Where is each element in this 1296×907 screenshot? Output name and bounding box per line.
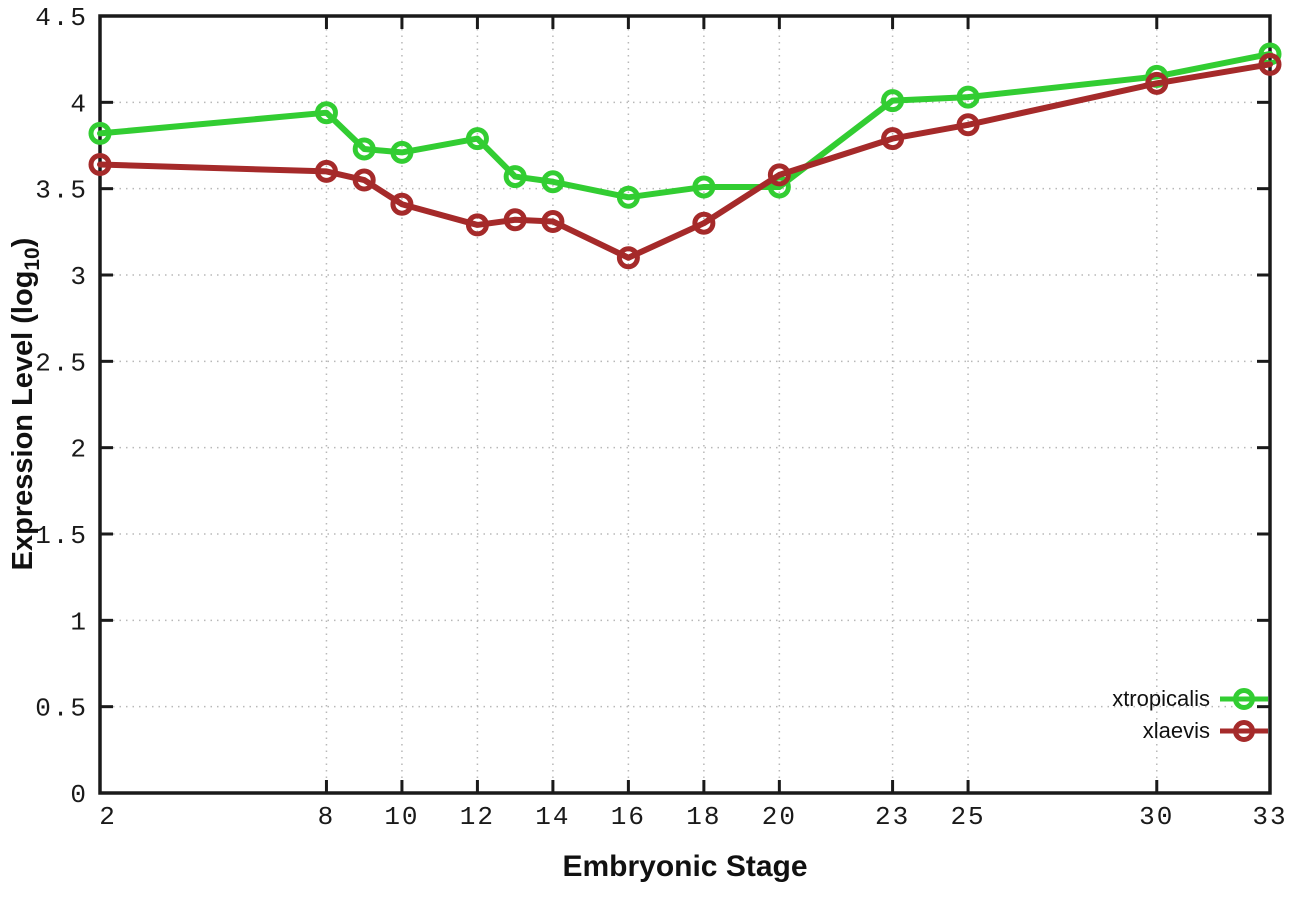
legend: xtropicalis xlaevis xyxy=(1112,684,1270,746)
y-axis-title: Expression Level (log10) xyxy=(7,238,45,571)
y-tick-label: 0.5 xyxy=(35,694,88,724)
x-tick-label: 30 xyxy=(1139,802,1174,832)
data-point-xlaevis xyxy=(390,192,414,216)
y-tick-label: 2.5 xyxy=(35,348,88,378)
line-point-marker-icon xyxy=(1220,720,1268,742)
y-tick-label: 1.5 xyxy=(35,521,88,551)
y-axis-title-text: Expression Level (log xyxy=(7,270,40,571)
data-point-xtropicalis xyxy=(541,170,565,194)
legend-item-xlaevis: xlaevis xyxy=(1143,716,1270,746)
x-tick-label: 33 xyxy=(1252,802,1287,832)
series-line-xtropicalis xyxy=(97,50,1273,201)
y-tick-label: 2 xyxy=(70,435,88,465)
y-tick-label: 1 xyxy=(70,607,88,637)
data-point-xlaevis xyxy=(314,159,338,183)
legend-label: xtropicalis xyxy=(1112,686,1210,711)
data-point-xtropicalis xyxy=(881,89,905,113)
x-tick-label: 2 xyxy=(99,802,117,832)
y-axis-title-close: ) xyxy=(7,237,40,248)
legend-item-xtropicalis: xtropicalis xyxy=(1112,684,1270,714)
data-point-xlaevis xyxy=(465,213,489,237)
y-axis-title-subscript: 10 xyxy=(20,247,44,271)
x-tick-label: 14 xyxy=(535,802,570,832)
series-line-xlaevis xyxy=(97,61,1273,261)
x-axis-title: Embryonic Stage xyxy=(562,850,808,883)
y-tick-label: 4.5 xyxy=(35,3,88,33)
data-point-xtropicalis xyxy=(465,127,489,151)
data-point-xtropicalis xyxy=(956,85,980,109)
data-point-xlaevis xyxy=(767,163,791,187)
x-tick-label: 10 xyxy=(384,802,419,832)
data-point-xlaevis xyxy=(503,208,527,232)
x-tick-label: 23 xyxy=(875,802,910,832)
line-point-marker-icon xyxy=(1220,688,1268,710)
x-tick-label: 25 xyxy=(950,802,985,832)
data-point-xlaevis xyxy=(541,209,565,233)
data-point-xtropicalis xyxy=(692,175,716,199)
data-point-xlaevis xyxy=(88,152,112,176)
data-point-xtropicalis xyxy=(314,101,338,125)
y-tick-label: 3.5 xyxy=(35,176,88,206)
data-point-xtropicalis xyxy=(88,121,112,145)
plot-border xyxy=(98,14,1272,795)
x-tick-label: 20 xyxy=(762,802,797,832)
x-tick-label: 16 xyxy=(611,802,646,832)
legend-label: xlaevis xyxy=(1142,718,1210,743)
data-point-xtropicalis xyxy=(616,185,640,209)
data-point-xlaevis xyxy=(881,127,905,151)
data-point-xlaevis xyxy=(616,246,640,270)
x-tick-label: 8 xyxy=(318,802,336,832)
data-point-xlaevis xyxy=(1258,52,1282,76)
data-point-xlaevis xyxy=(1145,71,1169,95)
y-tick-label: 3 xyxy=(70,262,88,292)
y-tick-label: 4 xyxy=(70,89,88,119)
x-tick-label: 18 xyxy=(686,802,721,832)
x-tick-label: 12 xyxy=(460,802,495,832)
y-tick-label: 0 xyxy=(70,780,88,810)
data-point-xtropicalis xyxy=(352,137,376,161)
data-point-xlaevis xyxy=(692,211,716,235)
data-point-xtropicalis xyxy=(503,165,527,189)
data-point-xlaevis xyxy=(956,113,980,137)
data-point-xlaevis xyxy=(352,168,376,192)
data-point-xtropicalis xyxy=(390,140,414,164)
